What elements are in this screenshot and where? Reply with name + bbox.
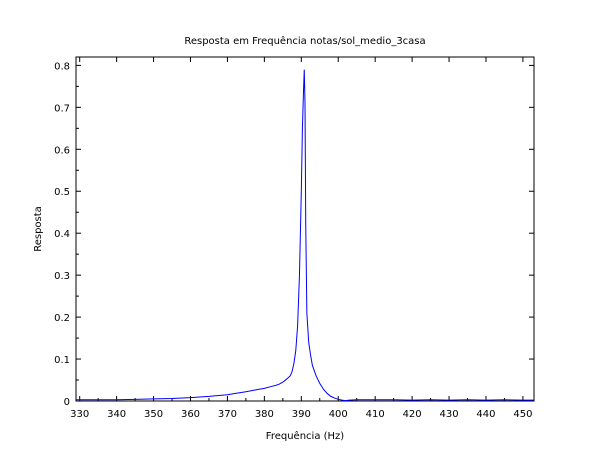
y-axis-ticks: 0 0.1 0.2 0.3 0.4 0.5 0.6 0.7 0.8: [54, 61, 534, 408]
x-tick-label: 450: [513, 409, 532, 420]
x-tick-label: 400: [329, 409, 348, 420]
x-tick-label: 440: [476, 409, 495, 420]
x-tick-label: 380: [255, 409, 274, 420]
chart-title: Resposta em Frequência notas/sol_medio_3…: [184, 35, 425, 47]
x-axis-ticks: 330 340 350 360 370 380 390 400 410 420 430 440 450: [70, 57, 532, 420]
plot-area-frame: [75, 56, 535, 402]
x-tick-label: 420: [403, 409, 422, 420]
x-tick-label: 410: [366, 409, 385, 420]
x-tick-label: 350: [144, 409, 163, 420]
y-tick-label: 0: [64, 397, 70, 408]
x-tick-label: 360: [181, 409, 200, 420]
x-tick-label: 370: [218, 409, 237, 420]
x-tick-label: 430: [440, 409, 459, 420]
y-tick-label: 0.8: [54, 61, 70, 72]
y-tick-label: 0.2: [54, 313, 70, 324]
x-tick-label: 390: [292, 409, 311, 420]
y-tick-label: 0.7: [54, 103, 70, 114]
y-axis-label: Resposta: [33, 206, 44, 252]
y-tick-label: 0.6: [54, 145, 70, 156]
x-tick-label: 340: [107, 409, 126, 420]
y-tick-label: 0.4: [54, 229, 70, 240]
x-axis-label: Frequência (Hz): [266, 430, 344, 442]
frequency-response-line: [76, 69, 534, 402]
y-tick-label: 0.3: [54, 271, 70, 282]
x-tick-label: 330: [70, 409, 89, 420]
y-tick-label: 0.1: [54, 355, 70, 366]
y-tick-label: 0.5: [54, 187, 70, 198]
